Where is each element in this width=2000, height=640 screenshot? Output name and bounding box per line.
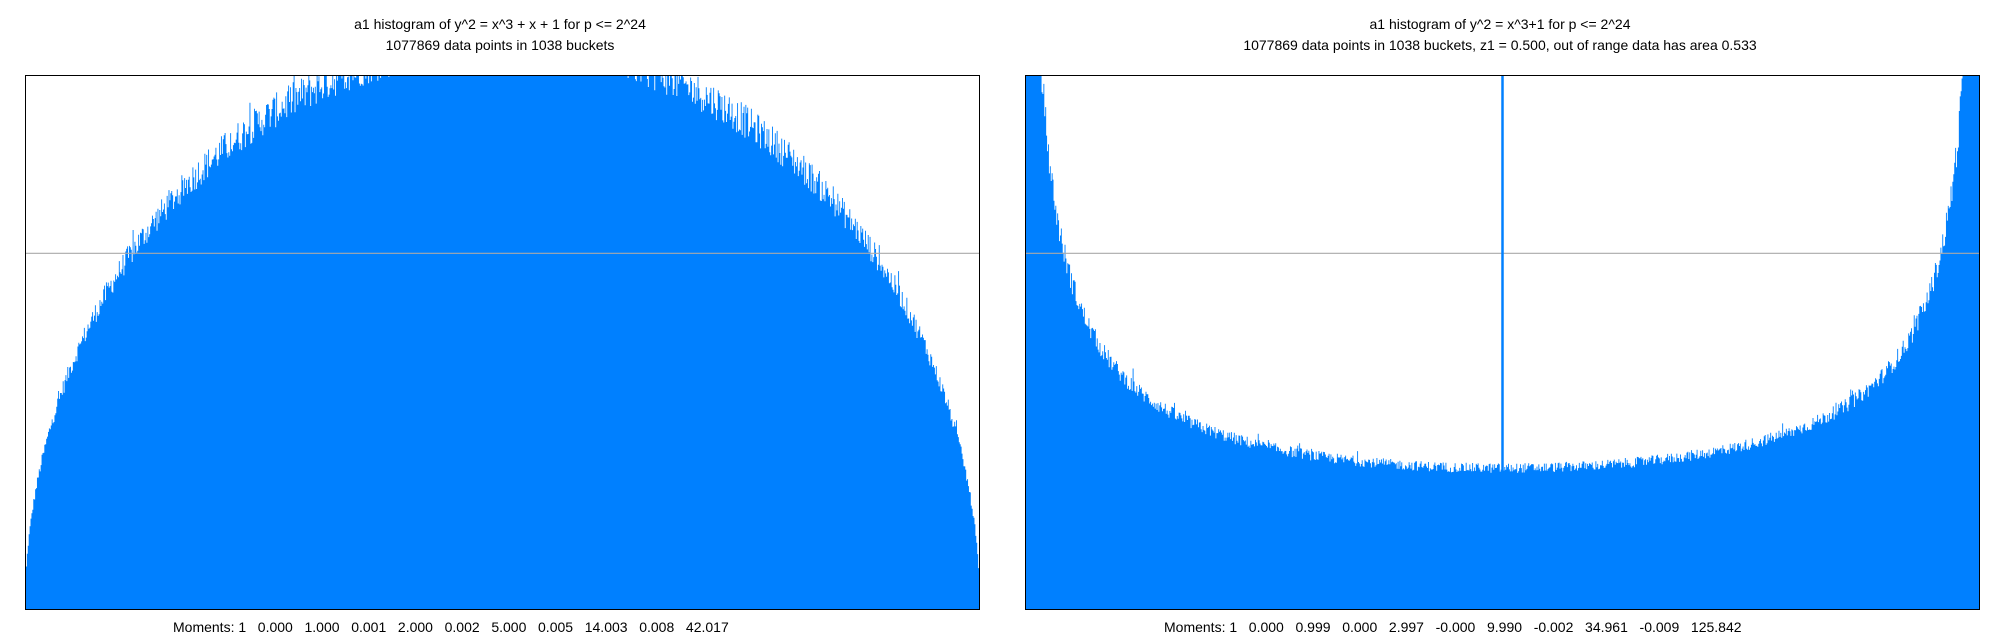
histogram-plot-left <box>25 75 980 610</box>
plot-frame <box>25 75 980 610</box>
histogram-panel-left: a1 histogram of y^2 = x^3 + x + 1 for p … <box>25 16 980 635</box>
chart-subtitle: 1077869 data points in 1038 buckets <box>385 37 615 53</box>
chart-title: a1 histogram of y^2 = x^3+1 for p <= 2^2… <box>1369 16 1631 32</box>
plot-frame <box>1025 75 1980 610</box>
histogram-plot-right <box>1025 75 1980 610</box>
histogram-bars <box>25 75 980 610</box>
moments-readout: Moments: 1 0.000 1.000 0.001 2.000 0.002… <box>173 619 729 635</box>
moments-readout: Moments: 1 0.000 0.999 0.000 2.997 -0.00… <box>1164 619 1742 635</box>
histogram-panel-right: a1 histogram of y^2 = x^3+1 for p <= 2^2… <box>1000 0 2000 640</box>
chart-subtitle: 1077869 data points in 1038 buckets, z1 … <box>1243 37 1757 53</box>
histogram-bars <box>1025 75 1980 610</box>
chart-title: a1 histogram of y^2 = x^3 + x + 1 for p … <box>354 16 646 32</box>
